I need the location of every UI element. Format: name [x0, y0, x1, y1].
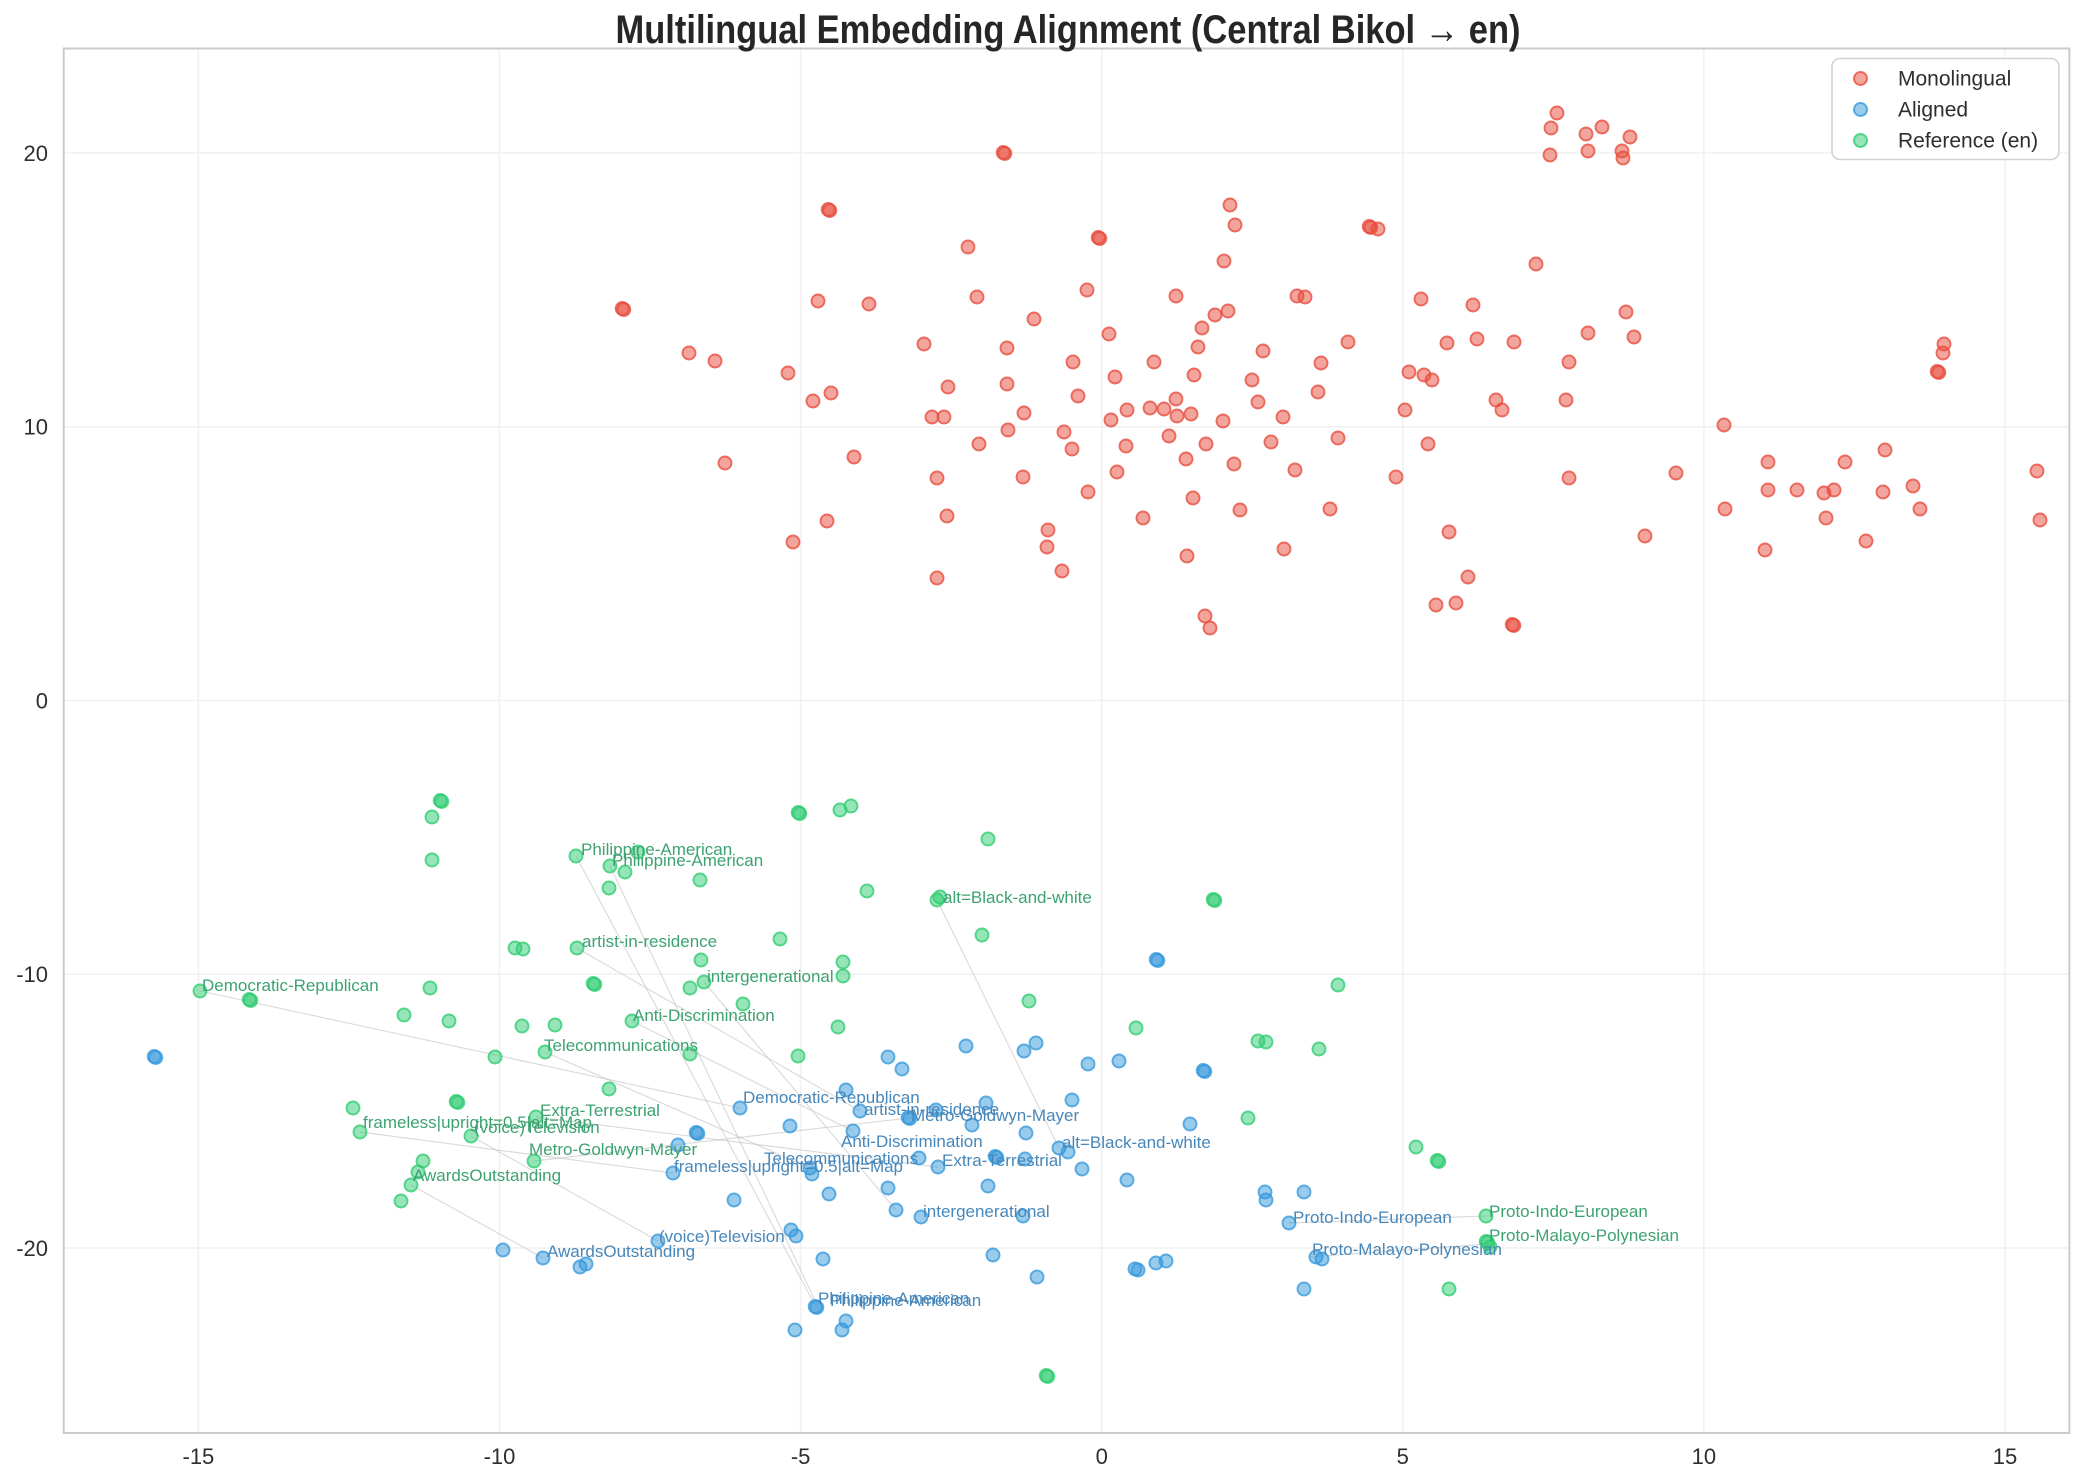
svg-text:Extra-Terrestrial: Extra-Terrestrial: [540, 1101, 660, 1120]
svg-text:alt=Black-and-white: alt=Black-and-white: [1062, 1133, 1211, 1152]
svg-text:Anti-Discrimination: Anti-Discrimination: [841, 1132, 983, 1151]
svg-text:Multilingual Embedding Alignme: Multilingual Embedding Alignment (Centra…: [616, 8, 1521, 52]
svg-text:frameless|upright=0.5|alt=Map: frameless|upright=0.5|alt=Map: [363, 1113, 592, 1132]
svg-text:frameless|upright=0.5|alt=Map: frameless|upright=0.5|alt=Map: [674, 1157, 903, 1176]
svg-text:Metro-Goldwyn-Mayer: Metro-Goldwyn-Mayer: [529, 1140, 697, 1159]
svg-text:Proto-Indo-European: Proto-Indo-European: [1293, 1208, 1452, 1227]
svg-text:-15: -15: [183, 1444, 215, 1469]
svg-text:20: 20: [24, 141, 48, 166]
svg-text:artist-in-residence: artist-in-residence: [582, 932, 717, 951]
svg-text:AwardsOutstanding: AwardsOutstanding: [413, 1166, 561, 1185]
svg-text:Democratic-Republican: Democratic-Republican: [202, 976, 379, 995]
svg-text:0: 0: [36, 688, 48, 713]
svg-text:Reference (en): Reference (en): [1898, 130, 2038, 153]
svg-text:-5: -5: [791, 1444, 811, 1469]
svg-text:Telecommunications: Telecommunications: [764, 1149, 918, 1168]
svg-text:Proto-Malayo-Polynesian: Proto-Malayo-Polynesian: [1312, 1240, 1502, 1259]
svg-text:Telecommunications: Telecommunications: [544, 1036, 698, 1055]
svg-text:AwardsOutstanding: AwardsOutstanding: [547, 1242, 695, 1261]
svg-text:15: 15: [1993, 1444, 2017, 1469]
svg-text:10: 10: [24, 415, 48, 440]
svg-text:Anti-Discrimination: Anti-Discrimination: [633, 1006, 775, 1025]
svg-text:-20: -20: [16, 1236, 48, 1261]
svg-text:Philippine-American: Philippine-American: [581, 840, 732, 859]
svg-text:0: 0: [1096, 1444, 1108, 1469]
svg-text:Proto-Malayo-Polynesian: Proto-Malayo-Polynesian: [1489, 1226, 1679, 1245]
svg-text:Philippine-American: Philippine-American: [612, 851, 763, 870]
svg-text:artist-in-residence: artist-in-residence: [864, 1100, 999, 1119]
svg-text:Democratic-Republican: Democratic-Republican: [743, 1088, 920, 1107]
svg-text:5: 5: [1397, 1444, 1409, 1469]
svg-text:Monolingual: Monolingual: [1898, 68, 2011, 91]
svg-text:-10: -10: [484, 1444, 516, 1469]
svg-text:(voice)Television: (voice)Television: [474, 1118, 600, 1137]
svg-text:Metro-Goldwyn-Mayer: Metro-Goldwyn-Mayer: [911, 1106, 1079, 1125]
svg-text:intergenerational: intergenerational: [707, 967, 834, 986]
svg-text:Philippine-American: Philippine-American: [818, 1289, 969, 1308]
svg-text:intergenerational: intergenerational: [923, 1202, 1050, 1221]
svg-text:Philippine-American: Philippine-American: [830, 1291, 981, 1310]
svg-text:(voice)Television: (voice)Television: [659, 1227, 785, 1246]
svg-text:Extra-Terrestrial: Extra-Terrestrial: [942, 1151, 1062, 1170]
svg-text:alt=Black-and-white: alt=Black-and-white: [943, 888, 1092, 907]
svg-text:10: 10: [1692, 1444, 1716, 1469]
svg-text:Aligned: Aligned: [1898, 99, 1968, 122]
svg-text:-10: -10: [16, 962, 48, 987]
svg-text:Proto-Indo-European: Proto-Indo-European: [1489, 1202, 1648, 1221]
